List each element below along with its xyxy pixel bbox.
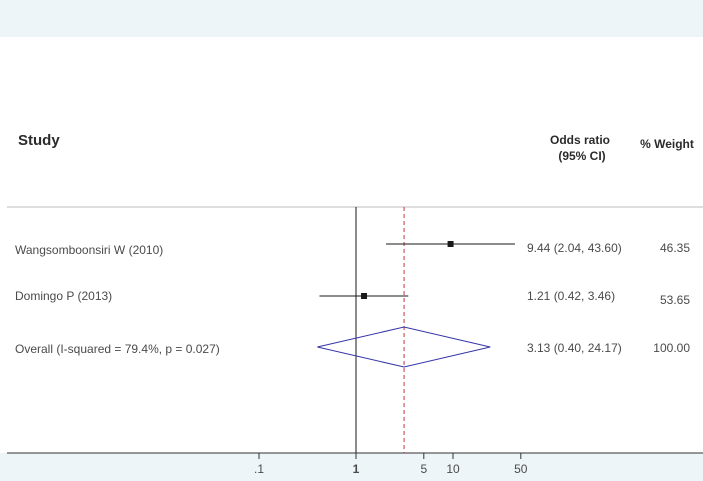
overall-ci-text: 3.13 (0.40, 24.17) — [527, 341, 622, 355]
bottom-band — [0, 453, 703, 481]
header-study: Study — [18, 132, 60, 149]
x-axis-tick-label: 5 — [420, 462, 427, 476]
x-axis-tick-label: 10 — [446, 462, 460, 476]
x-axis-tick-label: .1 — [254, 462, 264, 476]
overall-weight: 100.00 — [653, 341, 690, 355]
overall-diamond — [317, 326, 491, 368]
study-weight: 53.65 — [660, 293, 690, 307]
header-ci: (95% CI) — [558, 149, 605, 163]
x-axis-ticks: .1 1 5 10 50 — [254, 453, 528, 476]
overall-row: Overall (I-squared = 79.4%, p = 0.027) 3… — [15, 326, 690, 368]
study-point-marker — [361, 293, 368, 299]
study-row: Wangsomboonsiri W (2010) 9.44 (2.04, 43.… — [15, 241, 690, 257]
x-axis-tick-label: 50 — [514, 462, 528, 476]
study-ci-text: 9.44 (2.04, 43.60) — [527, 241, 622, 255]
header-weight: % Weight — [640, 137, 694, 151]
study-ci-text: 1.21 (0.42, 3.46) — [527, 289, 615, 303]
header-odds-ratio: Odds ratio — [550, 133, 610, 147]
study-point-marker — [447, 241, 454, 247]
x-axis-tick-label: 1 — [353, 462, 360, 476]
study-label: Wangsomboonsiri W (2010) — [15, 243, 163, 257]
overall-label: Overall (I-squared = 79.4%, p = 0.027) — [15, 342, 220, 356]
study-row: Domingo P (2013) 1.21 (0.42, 3.46) 53.65 — [15, 289, 690, 307]
study-weight: 46.35 — [660, 241, 690, 255]
top-band — [0, 0, 703, 37]
study-label: Domingo P (2013) — [15, 289, 112, 303]
plot-area — [7, 37, 703, 453]
